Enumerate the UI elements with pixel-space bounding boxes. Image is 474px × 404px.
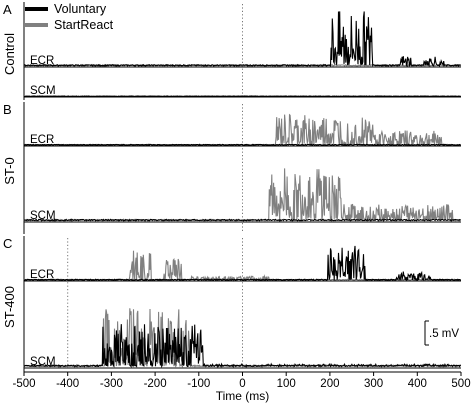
x-tick-label: -400 [56, 378, 79, 390]
trace-voluntary [23, 218, 461, 222]
x-axis: -500 -400 -300 -200 -100 0 100 200 300 400 500 Time… [12, 371, 471, 403]
panel-letter: B [3, 102, 12, 117]
scale-bar-label: .5 mV [429, 328, 459, 340]
legend-voluntary-label: Voluntary [54, 2, 107, 16]
panel-condition-label: ST-0 [2, 157, 17, 184]
panel-a: A Control ECR SCM [2, 2, 462, 100]
panel-c: C ST-400 ECR SCM [2, 236, 462, 372]
channel-label: SCM [30, 356, 56, 368]
channel-label: ECR [30, 134, 54, 146]
channel-label: ECR [30, 269, 54, 281]
panel-letter: A [3, 2, 12, 17]
legend: Voluntary StartReact [25, 2, 114, 32]
trace-voluntary [23, 95, 462, 98]
x-tick-label: -500 [12, 378, 35, 390]
x-tick-label: -100 [187, 378, 210, 390]
channel-scm: SCM [23, 308, 462, 369]
panel-condition-label: Control [2, 33, 17, 75]
channel-label: SCM [30, 85, 56, 97]
channel-ecr: ECR [23, 245, 462, 283]
panels-layer: A Control ECR SCM B ST-0 ECR SCM C ST-400 ECR SCM [2, 2, 462, 372]
x-tick-label: 400 [408, 378, 427, 390]
channel-label: SCM [30, 210, 56, 222]
trace-voluntary [23, 245, 462, 282]
x-tick-label: 0 [239, 378, 245, 390]
channel-label: ECR [30, 55, 54, 67]
panel-letter: C [3, 236, 12, 251]
x-tick-label: 100 [277, 378, 296, 390]
x-tick-label: 200 [320, 378, 339, 390]
trace-voluntary [23, 324, 462, 369]
channel-ecr: ECR [23, 113, 462, 147]
channel-ecr: ECR [23, 11, 462, 68]
trace-startreact [24, 113, 462, 147]
x-tick-label: -200 [144, 378, 167, 390]
panel-condition-label: ST-400 [2, 286, 17, 328]
channel-scm: SCM [23, 168, 462, 223]
scale-bar: .5 mV [424, 320, 459, 346]
x-tick-label: 300 [364, 378, 383, 390]
x-tick-label: 500 [451, 378, 470, 390]
trace-voluntary [23, 143, 461, 147]
trace-voluntary [23, 11, 462, 68]
x-tick-label: -300 [100, 378, 123, 390]
channel-scm: SCM [23, 85, 462, 98]
panel-b: B ST-0 ECR SCM [2, 102, 462, 234]
x-axis-label: Time (ms) [216, 389, 270, 403]
legend-startreact-label: StartReact [54, 18, 114, 32]
